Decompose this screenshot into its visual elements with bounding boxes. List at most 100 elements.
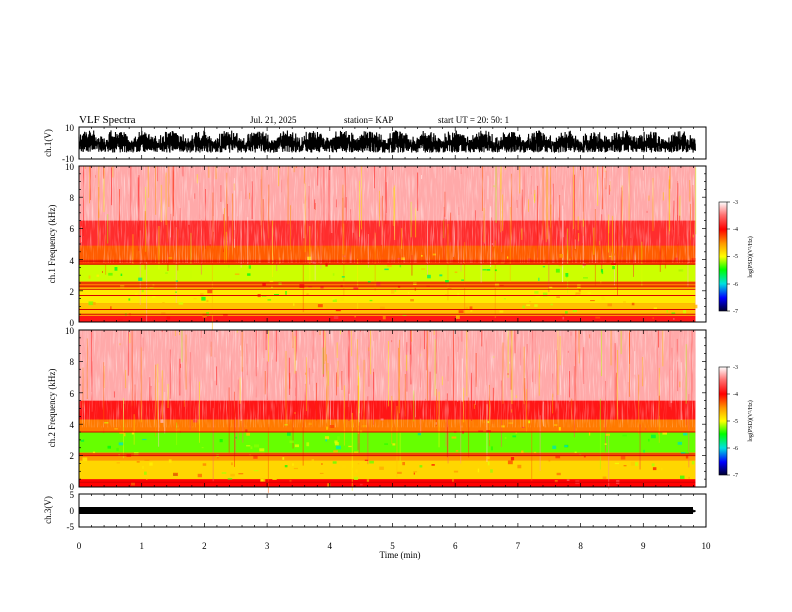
spectrogram-speck — [294, 444, 299, 448]
spectrogram-speck — [510, 457, 515, 461]
spectrogram-speck — [678, 269, 684, 272]
ch2-spec-ytick-10: 10 — [65, 326, 75, 336]
spectrogram-speck — [382, 316, 386, 320]
header-station: station= KAP — [344, 115, 393, 125]
spectrogram-speck — [620, 455, 626, 460]
spectrogram-speck — [269, 280, 274, 283]
spectrogram-speck — [206, 299, 209, 303]
spectrogram-speck — [486, 456, 490, 460]
spectrogram-speck — [321, 463, 323, 465]
spectrogram-speck — [491, 446, 493, 451]
spectrogram-speck — [245, 429, 248, 432]
spectrogram-speck — [458, 310, 464, 314]
spectrogram-speck — [548, 458, 550, 460]
spectrogram-speck — [253, 455, 258, 459]
spectrogram-speck — [413, 472, 415, 475]
spectrogram-speck — [289, 479, 292, 483]
spectrogram-speck — [604, 443, 607, 445]
spectrogram-speck — [311, 459, 314, 461]
spectrogram-speck — [250, 446, 253, 450]
spectrogram-speck — [175, 291, 177, 293]
spectrogram-speck — [575, 292, 581, 296]
spectrogram-speck — [223, 314, 228, 316]
spectrogram-speck — [116, 447, 119, 451]
spectrogram-streak — [531, 419, 533, 481]
spectrogram-speck — [285, 291, 287, 295]
xtick-label-2: 2 — [202, 541, 207, 551]
spectrogram-speck — [337, 436, 340, 440]
spectrogram-streak — [146, 262, 148, 322]
spectrogram-speck — [320, 285, 324, 289]
spectrogram-speck — [601, 296, 605, 299]
spectrogram-speck — [456, 315, 460, 319]
spectrogram-speck — [607, 303, 612, 307]
spectrogram-speck — [272, 477, 277, 480]
spectrogram-streak — [399, 432, 401, 464]
spectrogram-speck — [522, 426, 525, 428]
spectrogram-speck — [332, 273, 335, 276]
spectrogram-speck — [282, 457, 285, 460]
xtick-label-10: 10 — [702, 541, 712, 551]
header-start: start UT = 20: 50: 1 — [438, 115, 509, 125]
spectrogram-speck — [413, 471, 418, 473]
spectrogram-streak — [351, 412, 353, 491]
spectrogram-speck — [202, 313, 207, 318]
spectrogram-speck — [284, 465, 288, 468]
spectrogram-speck — [601, 297, 606, 301]
xtick-label-7: 7 — [516, 541, 521, 551]
spectrogram-speck — [399, 264, 402, 268]
ch2-spec-ytick-2: 2 — [70, 451, 75, 461]
ch2-spectrogram-xticks — [78, 330, 707, 487]
spectrogram-speck — [168, 459, 172, 463]
ch1-waveform-panel: 10 -10 ch.1(V) — [43, 123, 707, 164]
spectrogram-speck — [397, 285, 401, 288]
spectrogram-speck — [583, 455, 586, 458]
spectrogram-speck — [197, 473, 202, 478]
spectrogram-speck — [427, 274, 431, 279]
spectrogram-speck — [452, 478, 454, 483]
xtick-label-9: 9 — [641, 541, 646, 551]
ch2-spec-ytick-8: 8 — [70, 357, 75, 367]
spectrogram-speck — [521, 450, 524, 454]
spectrogram-speck — [289, 440, 294, 444]
colorbar-2-tick-0: -3 — [733, 365, 738, 371]
spectrogram-speck — [623, 301, 626, 303]
spectrogram-speck — [230, 473, 235, 477]
ch1-spectrogram-panel: 0 2 4 6 8 10 ch.1 Frequency (kHz) — [47, 162, 707, 330]
spectrogram-speck — [341, 464, 347, 469]
spectrogram-speck — [397, 471, 402, 474]
spectrogram-speck — [376, 281, 381, 286]
spectrogram-band — [79, 432, 696, 453]
spectrogram-streak — [539, 415, 541, 471]
spectrogram-speck — [306, 293, 309, 295]
spectrogram-speck — [565, 273, 569, 277]
spectrogram-speck — [151, 318, 153, 321]
spectrogram-speck — [526, 304, 531, 307]
spectrogram-speck — [92, 302, 96, 305]
xtick-label-0: 0 — [77, 541, 82, 551]
spectrogram-speck — [149, 462, 153, 466]
spectrogram-speck — [600, 280, 602, 284]
spectrogram-speck — [685, 455, 689, 459]
spectrogram-speck — [207, 289, 213, 294]
ch1-waveform-xticks — [78, 127, 707, 159]
spectrogram-speck — [556, 472, 561, 476]
spectrogram-speck — [144, 459, 150, 461]
spectrogram-speck — [499, 310, 504, 313]
spectrogram-speck — [271, 285, 273, 289]
spectrogram-speck — [558, 264, 563, 267]
spectrogram-speck — [402, 314, 407, 316]
spectrogram-speck — [336, 445, 341, 450]
spectrogram-speck — [355, 469, 358, 473]
spectrogram-speck — [119, 431, 125, 434]
spectrogram-speck — [469, 306, 473, 311]
spectrogram-speck — [253, 470, 259, 472]
x-axis-label: Time (min) — [380, 550, 421, 560]
header-date: Jul. 21, 2025 — [250, 115, 297, 125]
spectrogram-speck — [332, 461, 337, 464]
spectrogram-speck — [500, 262, 504, 264]
xtick-label-1: 1 — [139, 541, 144, 551]
spectrogram-speck — [238, 473, 244, 475]
spectrogram-speck — [200, 483, 202, 487]
